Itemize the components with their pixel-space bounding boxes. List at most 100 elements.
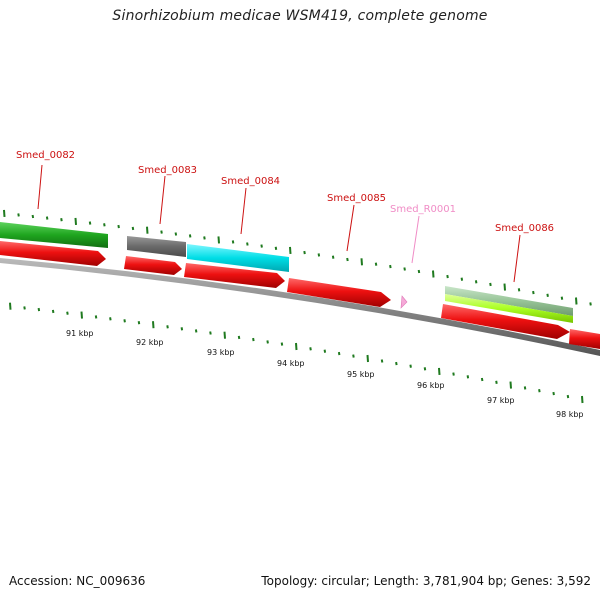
lower-tick xyxy=(66,311,69,315)
scale-label-96: 96 kbp xyxy=(417,381,445,390)
upper-tick xyxy=(74,217,77,225)
lower-tick xyxy=(9,302,12,310)
genome-backbone xyxy=(0,258,600,356)
upper-tick xyxy=(246,242,249,246)
lower-tick xyxy=(395,361,398,366)
scale-label-98: 98 kbp xyxy=(556,410,584,419)
lower-tick xyxy=(566,394,570,399)
gene-label-smed-0082: Smed_0082 xyxy=(16,150,75,161)
lower-tick xyxy=(380,359,384,363)
lower-tick xyxy=(366,354,369,363)
upper-tick xyxy=(131,226,135,231)
scale-label-91: 91 kbp xyxy=(66,329,94,338)
feature-tracks xyxy=(0,222,573,323)
lower-tick xyxy=(466,375,470,379)
upper-tick xyxy=(489,282,492,287)
lower-tick xyxy=(423,367,427,371)
upper-tick xyxy=(45,216,49,220)
leader-smed-r0001 xyxy=(411,215,420,264)
upper-tick xyxy=(575,297,578,305)
lower-tick xyxy=(194,329,198,333)
upper-tick xyxy=(160,230,163,234)
gene-arrow-smed-0083 xyxy=(124,256,182,275)
feature-track-smed-0083 xyxy=(127,236,186,257)
upper-tick xyxy=(146,226,149,234)
lower-tick-ring xyxy=(9,302,584,404)
lower-tick xyxy=(23,306,26,310)
lower-tick xyxy=(309,347,312,351)
lower-tick xyxy=(266,340,269,344)
upper-tick xyxy=(188,234,192,238)
accession-text: Accession: NC_009636 xyxy=(9,574,146,588)
upper-tick-ring xyxy=(3,209,592,306)
upper-tick xyxy=(60,218,63,222)
upper-tick xyxy=(360,258,363,266)
upper-tick xyxy=(417,269,421,274)
lower-tick xyxy=(552,391,555,396)
upper-tick xyxy=(503,283,506,291)
upper-tick xyxy=(460,277,464,281)
gene-label-leaders xyxy=(37,164,521,283)
upper-tick xyxy=(103,223,106,227)
lower-tick xyxy=(109,317,112,321)
upper-tick xyxy=(517,288,521,292)
upper-tick xyxy=(117,224,120,229)
scale-label-93: 93 kbp xyxy=(207,348,235,357)
gene-label-smed-0086: Smed_0086 xyxy=(495,223,554,234)
upper-tick xyxy=(346,257,349,262)
upper-tick xyxy=(432,270,435,278)
lower-tick xyxy=(509,381,512,389)
upper-tick xyxy=(303,250,306,255)
gene-arrow-smed-0084 xyxy=(184,263,285,288)
lower-tick xyxy=(123,319,126,323)
lower-tick xyxy=(538,389,541,393)
lower-tick xyxy=(180,327,184,331)
map-title: Sinorhizobium medicae WSM419, complete g… xyxy=(112,8,488,24)
upper-tick xyxy=(217,236,220,244)
leader-smed-0083 xyxy=(159,175,166,225)
lower-tick xyxy=(51,309,55,314)
lower-tick xyxy=(323,349,327,353)
feature-track-smed-0086-a xyxy=(445,286,573,316)
upper-tick xyxy=(289,246,292,254)
gene-label-smed-r0001: Smed_R0001 xyxy=(390,204,456,215)
upper-tick xyxy=(474,280,478,284)
feature-track-smed-0082 xyxy=(0,222,108,248)
gene-arrow-smed-0086 xyxy=(441,304,570,339)
gene-labels: Smed_0082 Smed_0083 Smed_0084 Smed_0085 … xyxy=(16,150,554,234)
upper-tick xyxy=(203,236,206,240)
upper-tick xyxy=(560,296,564,300)
upper-tick xyxy=(174,232,178,236)
upper-tick xyxy=(31,214,35,219)
lower-tick xyxy=(352,354,355,358)
scale-label-94: 94 kbp xyxy=(277,359,305,368)
lower-tick xyxy=(438,367,441,375)
upper-tick xyxy=(231,240,235,244)
genome-summary-text: Topology: circular; Length: 3,781,904 bp… xyxy=(261,574,591,588)
lower-tick xyxy=(409,364,412,368)
gene-arrow-smed-r0001 xyxy=(400,295,408,309)
upper-tick xyxy=(331,255,335,259)
upper-tick xyxy=(3,209,6,217)
upper-tick xyxy=(589,302,592,306)
upper-tick xyxy=(389,264,392,269)
lower-tick xyxy=(237,335,241,340)
lower-tick xyxy=(80,311,83,319)
gene-label-smed-0085: Smed_0085 xyxy=(327,193,386,204)
lower-tick xyxy=(152,321,155,329)
gene-arrow-smed-0082 xyxy=(0,241,106,266)
lower-tick xyxy=(280,342,284,346)
upper-tick xyxy=(532,290,535,295)
lower-tick xyxy=(452,372,455,376)
gene-arrows xyxy=(0,241,600,349)
lower-tick xyxy=(37,307,41,312)
upper-tick xyxy=(88,221,92,225)
leader-smed-0084 xyxy=(240,187,247,235)
upper-tick xyxy=(317,253,321,257)
lower-tick xyxy=(495,380,498,384)
scale-label-97: 97 kbp xyxy=(487,396,515,405)
upper-tick xyxy=(446,274,449,279)
leader-smed-0085 xyxy=(346,204,355,252)
scale-label-92: 92 kbp xyxy=(136,338,164,347)
